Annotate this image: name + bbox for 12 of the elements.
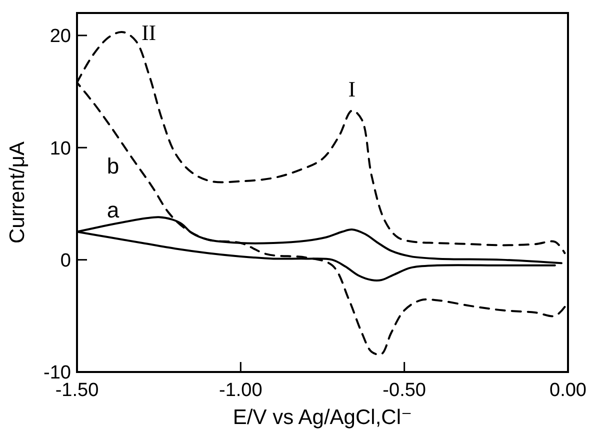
y-tick-label: 20	[50, 26, 71, 48]
x-tick-label: 0.00	[550, 380, 586, 401]
x-tick-label: -0.50	[382, 380, 426, 401]
annotation: II	[142, 20, 156, 45]
y-axis-title: Current/μA	[6, 142, 29, 244]
y-tick-label: 0	[60, 250, 71, 272]
x-tick-label: -1.00	[219, 380, 262, 401]
x-axis-title: E/V vs Ag/AgCl,Cl⁻	[232, 406, 412, 429]
annotation: b	[106, 154, 120, 179]
annotation: a	[106, 198, 120, 223]
annotation: I	[348, 76, 356, 102]
y-tick-label: 10	[50, 138, 71, 160]
